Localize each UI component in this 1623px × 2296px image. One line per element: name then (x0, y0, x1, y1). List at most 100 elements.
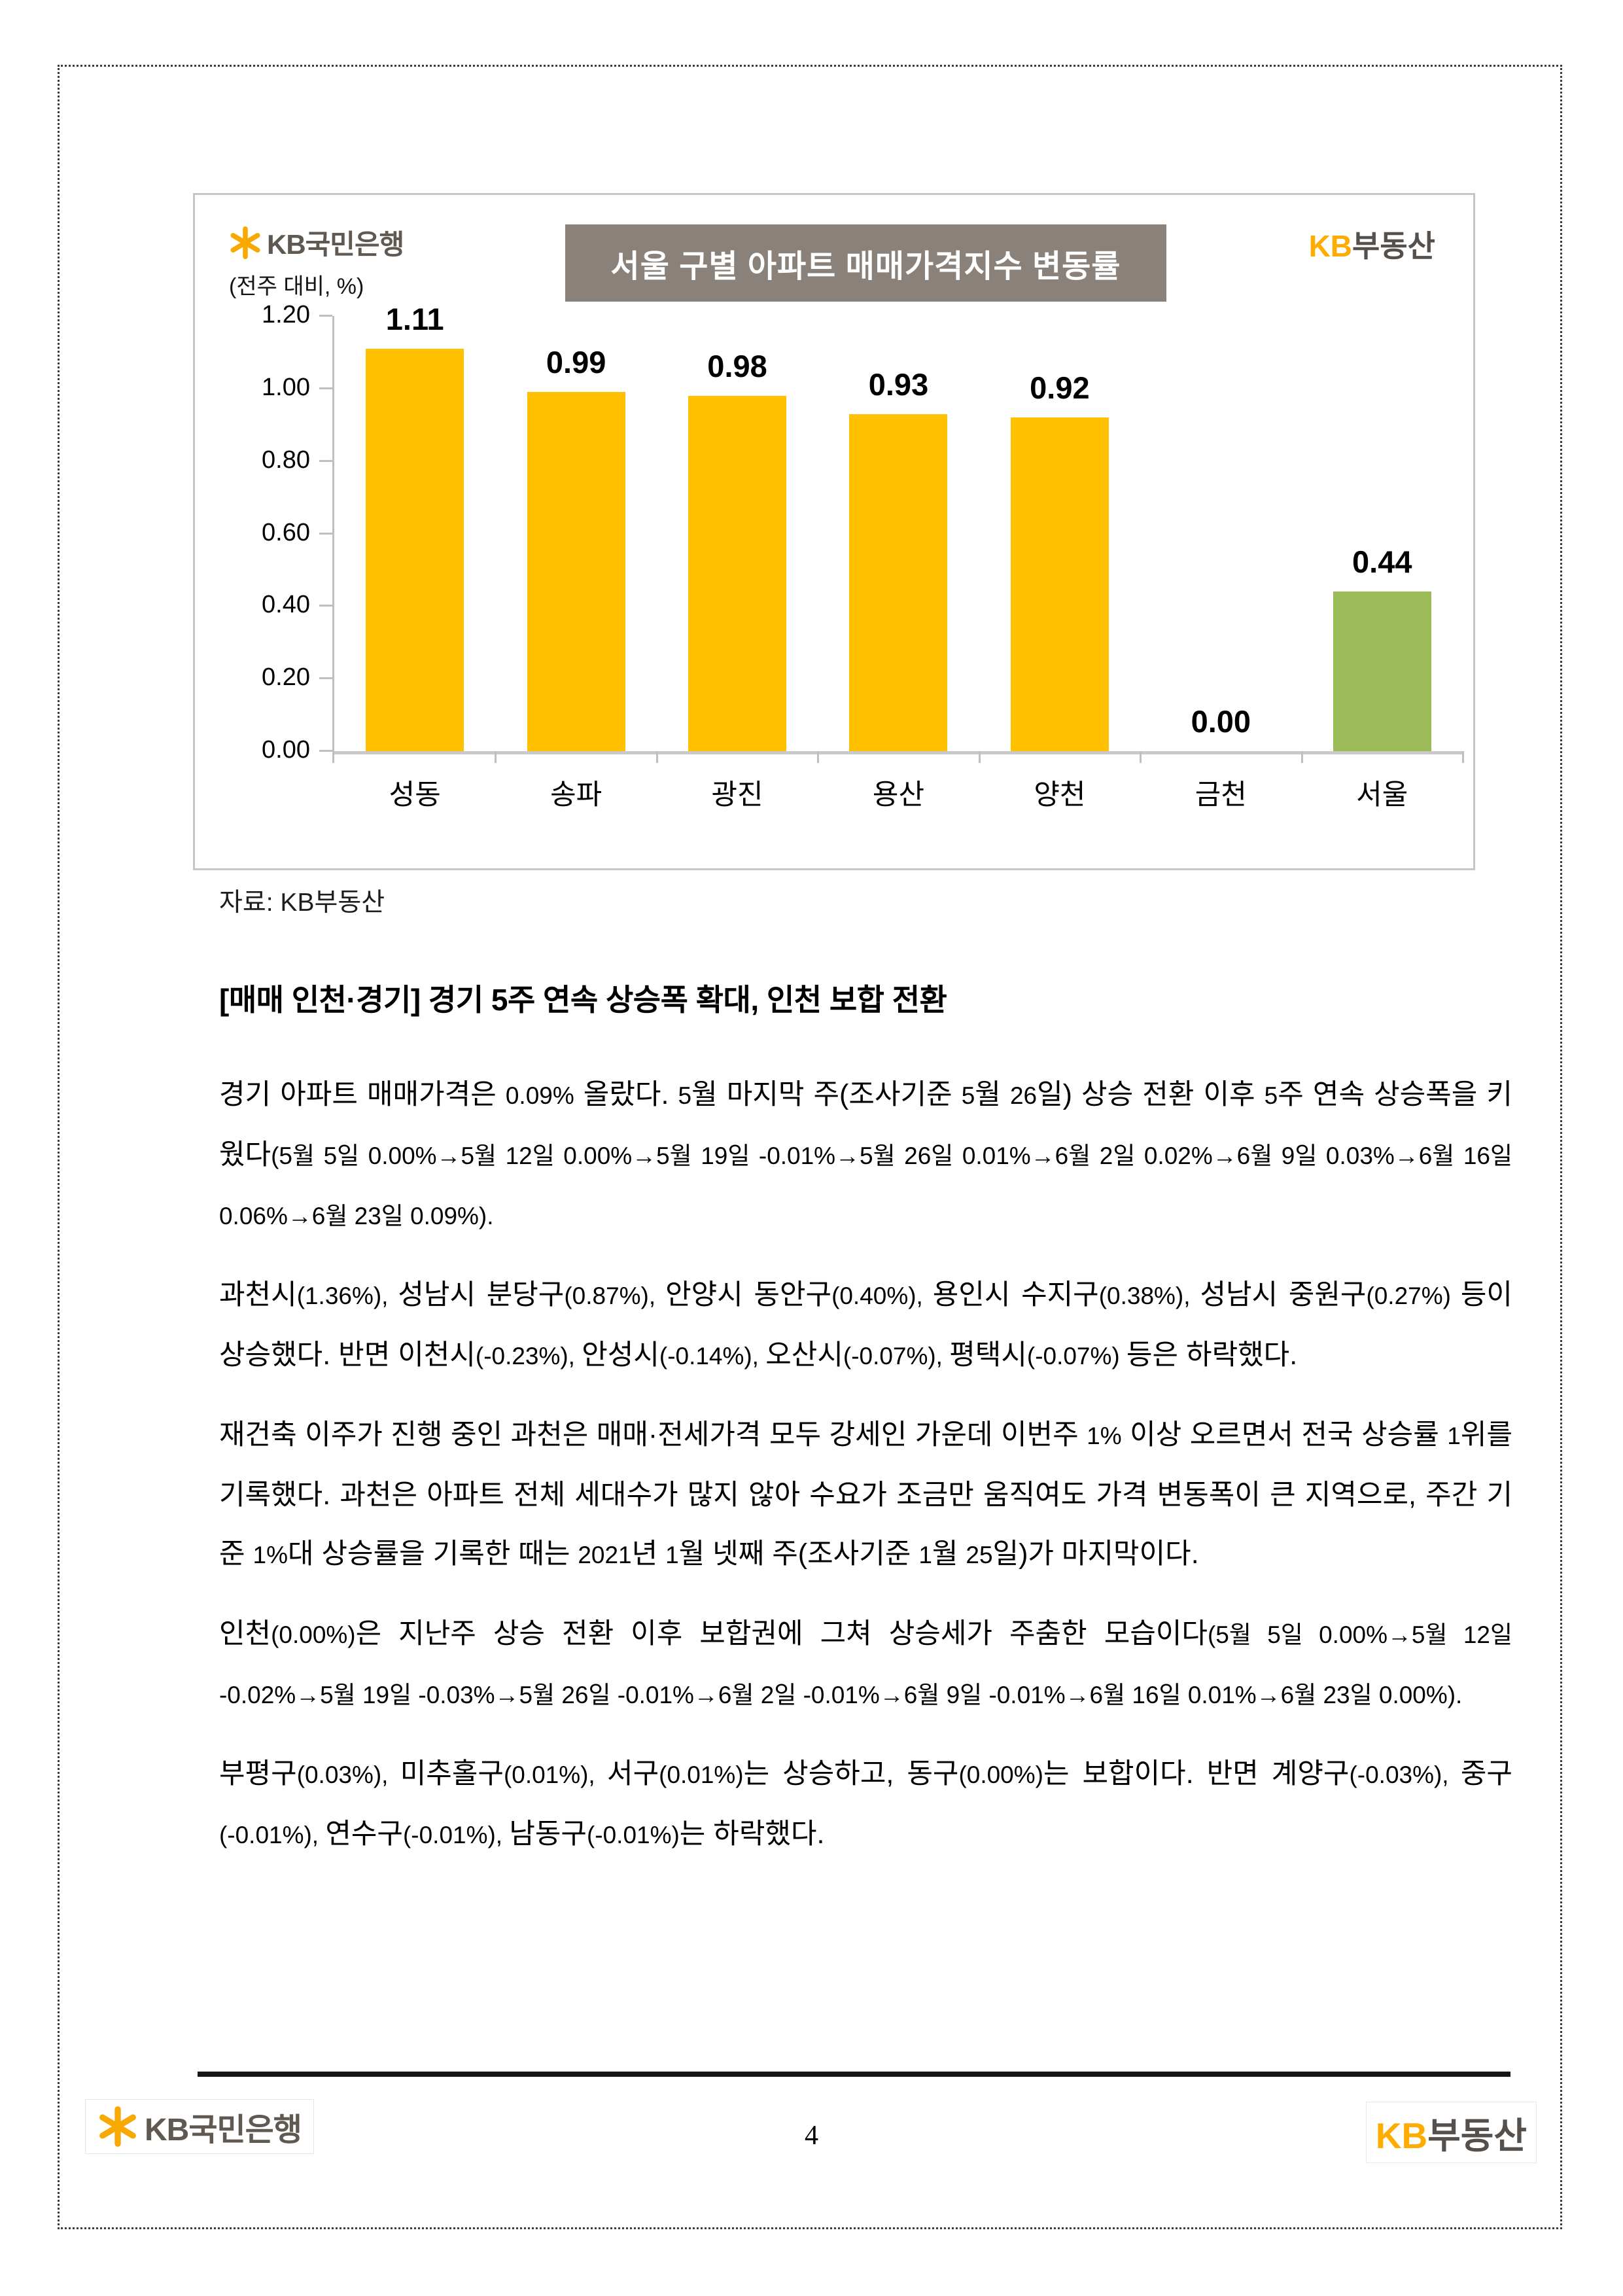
numeric-run: 19 (362, 1682, 390, 1708)
paragraph-segment: 연수구 (325, 1818, 403, 1850)
numeric-run: (0.00%) (958, 1761, 1043, 1788)
numeric-run: 0.01%→6 (962, 1142, 1069, 1169)
numeric-run: (-0.01%) (587, 1822, 680, 1848)
bar-category-label: 용산 (872, 779, 925, 811)
paragraph-segment: 안성시 (582, 1339, 659, 1371)
paragraph-small-segment: (0.87%), (564, 1282, 665, 1309)
bar (849, 414, 948, 751)
numeric-run: 2021 (578, 1542, 632, 1568)
paragraph-small-segment: (0.01%), (504, 1761, 607, 1788)
paragraph-segment: 인천 (219, 1618, 271, 1650)
paragraph-segment: 등이 상승했다. 반면 이천시 (219, 1279, 1512, 1371)
kb-kookmin-bank-logo: KB국민은행 (229, 222, 404, 262)
paragraph-small-segment: (0.00%) (271, 1621, 355, 1648)
bar-slot: 0.98 광진 (657, 316, 820, 811)
numeric-run: 1% (253, 1542, 288, 1568)
numeric-run: (-0.23%), (475, 1343, 575, 1369)
chart-panel: KB국민은행 (전주 대비, %) 서울 구별 아파트 매매가격지수 변동률 K… (193, 193, 1475, 870)
body-paragraph: 부평구(0.03%), 미추홀구(0.01%), 서구(0.01%)는 상승하고… (219, 1744, 1512, 1865)
paragraph-small-segment: (0.27%) (1366, 1282, 1460, 1309)
paragraph-segment: 등은 하락했다. (1126, 1339, 1298, 1371)
numeric-run: (0.38%), (1098, 1282, 1191, 1309)
paragraph-segment: 은 지난주 상승 전환 이후 보합권에 그쳐 상승세가 주춤한 모습이다 (355, 1618, 1208, 1650)
numeric-run: 1 (665, 1542, 679, 1568)
bar-slot: 0.44 서울 (1302, 316, 1465, 811)
paragraph-segment: 경기 아파트 매매가격은 0.09% 올랐다. 5월 마지막 주(조사기준 5월… (219, 1079, 1512, 1171)
numeric-run: (0.00%) (271, 1621, 356, 1648)
plot-area: 1.20 1.00 0.80 0.60 0.40 0.20 0.00 1.11 성동 0.99 송파… (262, 301, 1465, 811)
numeric-run: 19 (701, 1142, 728, 1169)
y-axis-tick-mark (319, 387, 332, 389)
page-dotted-border (58, 65, 1562, 2229)
paragraph-small-segment: (-0.14%), (659, 1343, 765, 1369)
numeric-run: 0.01%→6 (1187, 1682, 1295, 1708)
y-axis-tick-label: 0.80 (262, 446, 310, 474)
chart-title: 서울 구별 아파트 매매가격지수 변동률 (565, 224, 1166, 302)
numeric-run: (0.03%), (296, 1761, 389, 1788)
numeric-run: (-0.14%), (659, 1343, 759, 1369)
numeric-run: 26 (1009, 1082, 1038, 1109)
body-text: 경기 아파트 매매가격은 0.09% 올랐다. 5월 마지막 주(조사기준 5월… (219, 1065, 1512, 1865)
bar-slot: 0.99 송파 (495, 316, 659, 811)
numeric-run: (0.01%), (503, 1761, 595, 1788)
y-axis-tick-mark (319, 750, 332, 752)
bar-value-label: 0.92 (1030, 370, 1090, 406)
kb-real-estate-logo-kb: KB (1308, 229, 1353, 263)
y-axis-tick-label: 1.20 (262, 301, 310, 328)
numeric-run: 5 (1267, 1621, 1281, 1648)
numeric-run: 9 (1281, 1142, 1295, 1169)
bar-category-label: 송파 (550, 779, 602, 811)
footer-bank-logo-text: KB국민은행 (145, 2113, 302, 2147)
paragraph-segment: 용인시 수지구 (932, 1279, 1099, 1311)
y-axis-tick-label: 0.40 (262, 591, 310, 619)
bar-category-label: 광진 (711, 779, 763, 811)
paragraph-segment: 평택시 (949, 1339, 1027, 1371)
y-axis-tick-mark (319, 532, 332, 535)
numeric-run: (1.36%), (296, 1282, 389, 1309)
numeric-run: 23 (354, 1203, 381, 1229)
numeric-run: 5 (1264, 1082, 1278, 1109)
paragraph-small-segment: (-0.07%) (1027, 1343, 1126, 1369)
numeric-run: 16 (1132, 1682, 1159, 1708)
numeric-run: 5 (323, 1142, 338, 1169)
y-axis-tick-label: 1.00 (262, 373, 310, 401)
numeric-run: 5 (961, 1082, 975, 1109)
footer-divider (198, 2072, 1510, 2077)
kb-real-estate-logo-text: 부동산 (1352, 229, 1435, 263)
numeric-run: 0.00%). (1378, 1682, 1463, 1708)
bar-category-label: 양천 (1034, 779, 1086, 811)
bar-category-label: 금천 (1195, 779, 1247, 811)
numeric-run: 0.00%→5 (1319, 1621, 1425, 1648)
paragraph-segment: 과천시 (219, 1279, 297, 1311)
y-axis-tick-mark (319, 459, 332, 462)
bar-slot: 1.11 성동 (334, 302, 497, 811)
numeric-run: 0.00%→5 (368, 1142, 475, 1169)
chart-unit-label: (전주 대비, %) (229, 274, 364, 299)
numeric-run: -0.01%→6 (988, 1682, 1104, 1708)
kb-star-icon (230, 226, 260, 259)
numeric-run: (-0.01%), (403, 1822, 503, 1848)
y-axis-tick-label: 0.00 (262, 736, 310, 764)
bar-slot: 0.92 양천 (979, 316, 1142, 811)
numeric-run: (0.01%) (659, 1761, 744, 1788)
bar-value-label: 0.98 (707, 348, 767, 383)
numeric-run: 1% (1087, 1422, 1122, 1449)
bar (688, 395, 787, 751)
body-paragraph: 과천시(1.36%), 성남시 분당구(0.87%), 안양시 동안구(0.40… (219, 1265, 1512, 1386)
kb-real-estate-logo: KB부동산 (1309, 222, 1435, 266)
bar-slot: 0.00 금천 (1140, 316, 1303, 811)
bar (527, 392, 625, 751)
paragraph-segment: 성남시 분당구 (398, 1279, 565, 1311)
numeric-run: 2 (1099, 1142, 1113, 1169)
y-axis-tick-label: 0.20 (262, 663, 310, 692)
bar-value-label: 0.44 (1352, 544, 1412, 580)
numeric-run: -0.03%→5 (418, 1682, 533, 1708)
body-paragraph: 경기 아파트 매매가격은 0.09% 올랐다. 5월 마지막 주(조사기준 5월… (219, 1065, 1512, 1246)
numeric-run: 0.06%→6 (219, 1203, 326, 1229)
page-number: 4 (805, 2121, 818, 2151)
paragraph-small-segment: (5월 5일 0.00%→5월 12일 -0.02%→5월 19일 -0.03%… (219, 1621, 1512, 1708)
numeric-run: (-0.01%), (219, 1822, 319, 1848)
numeric-run: 0.09% (505, 1082, 574, 1109)
body-paragraph: 인천(0.00%)은 지난주 상승 전환 이후 보합권에 그쳐 상승세가 주춤한… (219, 1604, 1512, 1725)
numeric-run: 0.09%). (410, 1203, 494, 1229)
